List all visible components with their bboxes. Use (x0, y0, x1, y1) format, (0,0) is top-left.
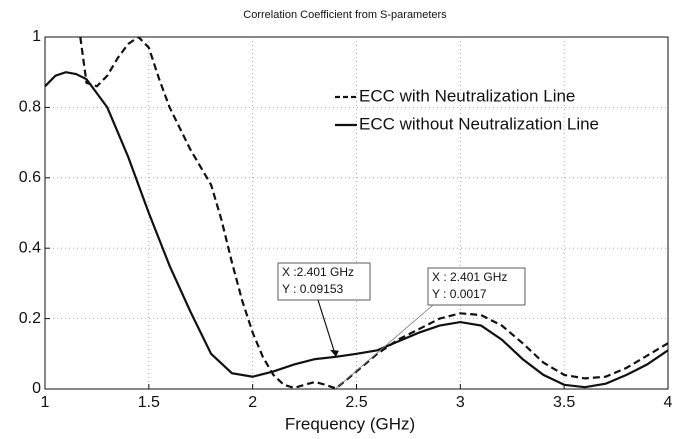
plot-area (45, 37, 668, 389)
series-line (79, 37, 668, 389)
annotation-box (277, 262, 371, 301)
x-tick-label: 4 (664, 394, 673, 411)
y-tick-label: 0 (32, 380, 41, 397)
annotation-arrowhead (329, 349, 339, 357)
y-tick-label: 0.8 (19, 99, 41, 116)
series-line (45, 71, 668, 389)
legend-label: ECC with Neutralization Line (359, 86, 575, 105)
x-tick-label: 1.5 (138, 394, 160, 411)
x-tick-label: 3 (456, 394, 465, 411)
annotation-text: Y : 0.09153 (282, 282, 343, 296)
y-tick-label: 0.4 (19, 239, 41, 256)
x-tick-label: 2 (248, 394, 257, 411)
x-tick-label: 3.5 (553, 394, 575, 411)
annotation-text: X : 2.401 GHz (432, 270, 507, 284)
annotation-text: Y : 0.0017 (432, 287, 487, 301)
annotation-text: X :2.401 GHz (282, 265, 354, 279)
x-tick-label: 1 (41, 394, 50, 411)
annotation-box (427, 267, 526, 306)
x-axis-label: Frequency (GHz) (285, 414, 415, 433)
y-tick-label: 1 (32, 28, 41, 45)
y-tick-label: 0.2 (19, 310, 41, 327)
annotation-pointer (335, 304, 434, 389)
annotation-pointer (317, 299, 337, 357)
x-tick-label: 2.5 (345, 394, 367, 411)
y-tick-label: 0.6 (19, 169, 41, 186)
chart-title: Correlation Coefficient from S-parameter… (243, 9, 447, 21)
legend-label: ECC without Neutralization Line (359, 114, 599, 133)
